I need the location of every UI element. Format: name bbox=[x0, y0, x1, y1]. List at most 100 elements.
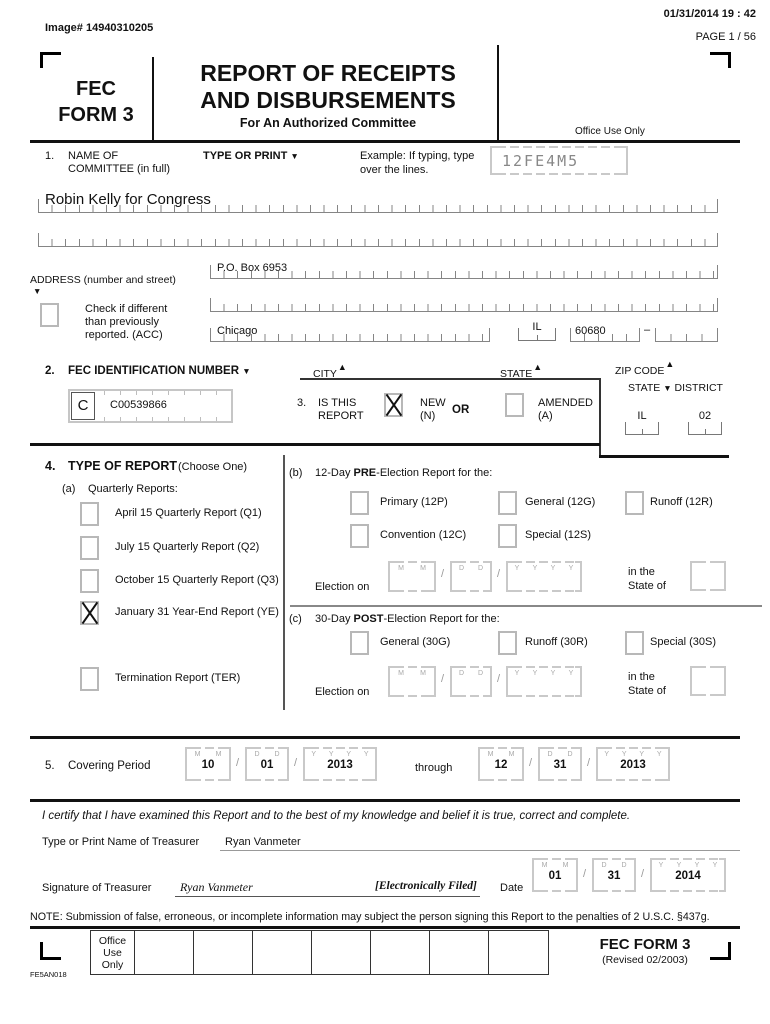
up-arrow-icon: ▲ bbox=[665, 359, 675, 369]
covering-period-label: Covering Period bbox=[68, 760, 151, 772]
general-30g-checkbox[interactable] bbox=[350, 631, 369, 655]
or-label: OR bbox=[452, 404, 470, 416]
amended-checkbox[interactable] bbox=[505, 393, 524, 417]
runoff-30r-checkbox[interactable] bbox=[498, 631, 517, 655]
address-field-line2[interactable] bbox=[210, 286, 718, 312]
corner-mark-bottom-left bbox=[40, 942, 61, 960]
q2-label: July 15 Quarterly Report (Q2) bbox=[115, 541, 260, 553]
election-state-box-b[interactable] bbox=[690, 561, 726, 591]
pre-election-title: 12-Day PRE-Election Report for the: bbox=[315, 467, 493, 479]
date-slash: / bbox=[587, 757, 591, 769]
quarterly-reports-label: Quarterly Reports: bbox=[88, 483, 178, 495]
q3-checkbox[interactable] bbox=[80, 569, 99, 593]
fec-id-label: FEC IDENTIFICATION NUMBER ▼ bbox=[68, 365, 251, 377]
new-checkbox[interactable] bbox=[384, 393, 403, 417]
district-box[interactable]: 02 bbox=[688, 404, 722, 435]
primary-12p-label: Primary (12P) bbox=[380, 496, 448, 508]
down-arrow-icon: ▼ bbox=[33, 286, 42, 296]
footer-revised: (Revised 02/2003) bbox=[602, 954, 688, 966]
committee-name-field-line2[interactable] bbox=[38, 218, 718, 247]
section2-bottom-rule bbox=[30, 443, 600, 446]
office-use-blank-cell bbox=[489, 931, 548, 974]
treasurer-name-value[interactable]: Ryan Vanmeter bbox=[225, 836, 301, 848]
signature-label: Signature of Treasurer bbox=[42, 882, 152, 894]
committee-name-field[interactable]: Robin Kelly for Congress bbox=[38, 182, 718, 213]
section4a-number: (a) bbox=[62, 483, 76, 495]
header-rule bbox=[30, 140, 740, 143]
office-use-blank-cell bbox=[312, 931, 371, 974]
state-field[interactable]: IL bbox=[518, 317, 556, 341]
zip-plus4-field[interactable] bbox=[655, 316, 718, 342]
example-value: 12FE4M5 bbox=[502, 152, 580, 170]
city-field[interactable]: Chicago bbox=[210, 316, 490, 342]
date-label: Date bbox=[500, 882, 524, 894]
primary-12p-checkbox[interactable] bbox=[350, 491, 369, 515]
ye-checkbox[interactable] bbox=[80, 601, 99, 625]
fec-id-prefix: C bbox=[71, 392, 95, 420]
down-arrow-icon: ▼ bbox=[663, 383, 672, 393]
image-number: Image# 14940310205 bbox=[45, 22, 154, 34]
title-line1: REPORT OF RECEIPTS bbox=[200, 60, 456, 86]
ter-label: Termination Report (TER) bbox=[115, 672, 241, 684]
special-12s-label: Special (12S) bbox=[525, 529, 592, 541]
special-30s-checkbox[interactable] bbox=[625, 631, 644, 655]
convention-12c-label: Convention (12C) bbox=[380, 529, 467, 541]
print-timestamp: 01/31/2014 19 : 42 bbox=[663, 8, 756, 20]
special-12s-checkbox[interactable] bbox=[498, 524, 517, 548]
ye-label: January 31 Year-End Report (YE) bbox=[115, 606, 279, 618]
acc-checkbox[interactable] bbox=[40, 303, 59, 327]
is-this-report-label: IS THIS REPORT bbox=[318, 397, 364, 423]
general-30g-label: General (30G) bbox=[380, 636, 451, 648]
district-bottom-rule bbox=[599, 455, 729, 458]
date-slash: / bbox=[641, 868, 645, 880]
form-code-line1: FEC bbox=[76, 78, 116, 100]
address-label: ADDRESS (number and street) bbox=[30, 274, 176, 286]
section4-bottom-rule bbox=[30, 736, 740, 739]
new-label: NEW (N) bbox=[420, 397, 446, 423]
section5-bottom-rule bbox=[30, 799, 740, 802]
general-12g-checkbox[interactable] bbox=[498, 491, 517, 515]
runoff-12r-checkbox[interactable] bbox=[625, 491, 644, 515]
q1-checkbox[interactable] bbox=[80, 502, 99, 526]
runoff-30r-label: Runoff (30R) bbox=[525, 636, 588, 648]
footer-form-name: FEC FORM 3 bbox=[599, 936, 691, 953]
election-state-box-c[interactable] bbox=[690, 666, 726, 696]
example-box: 12FE4M5 bbox=[490, 146, 628, 175]
zip-field[interactable]: 60680 bbox=[570, 316, 640, 342]
convention-12c-checkbox[interactable] bbox=[350, 524, 369, 548]
committee-name-value: Robin Kelly for Congress bbox=[45, 191, 211, 208]
date-slash: / bbox=[529, 757, 533, 769]
section4c-separator bbox=[290, 605, 762, 607]
report-title: REPORT OF RECEIPTS AND DISBURSEMENTS For… bbox=[160, 60, 496, 130]
state-box[interactable]: IL bbox=[625, 404, 659, 435]
header-divider-right bbox=[497, 45, 499, 140]
section2-number: 2. bbox=[45, 365, 55, 377]
zip-value: 60680 bbox=[575, 325, 606, 337]
in-the-state-of-b: in the State of bbox=[628, 566, 666, 592]
q2-checkbox[interactable] bbox=[80, 536, 99, 560]
special-30s-label: Special (30S) bbox=[650, 636, 717, 648]
signature-value[interactable]: Ryan Vanmeter bbox=[180, 880, 253, 894]
ter-checkbox[interactable] bbox=[80, 667, 99, 691]
address-field-line1[interactable]: P.O. Box 6953 bbox=[210, 252, 718, 279]
city-label: CITY▲ bbox=[313, 362, 347, 380]
fec-id-field[interactable]: C C00539866 bbox=[68, 389, 233, 423]
state-box-value: IL bbox=[637, 410, 647, 422]
election-on-label-c: Election on bbox=[315, 686, 370, 698]
type-or-print-label: TYPE OR PRINT ▼ bbox=[203, 150, 299, 162]
